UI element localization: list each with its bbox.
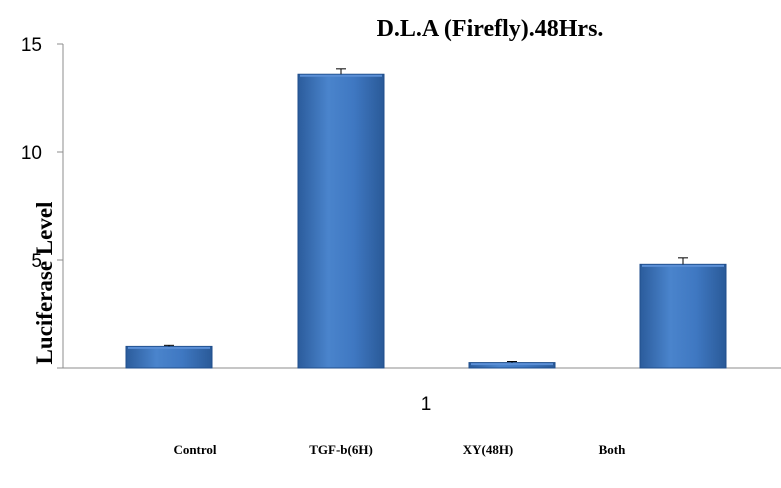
y-axis-label: Luciferase Level	[32, 202, 57, 365]
category-labels: Control TGF-b(6H) XY(48H) Both	[173, 442, 626, 457]
y-tick-label: 15	[21, 35, 42, 56]
chart-title: D.L.A (Firefly).48Hrs.	[377, 16, 604, 42]
y-tick-label: 10	[21, 143, 42, 164]
x-tick-label: 1	[421, 394, 432, 415]
error-bars	[164, 68, 688, 363]
y-tick-label: 5	[31, 251, 42, 272]
bar	[297, 73, 385, 369]
bars	[125, 73, 727, 369]
category-label: Control	[173, 442, 216, 457]
category-label: XY(48H)	[463, 442, 514, 457]
category-label: Both	[599, 442, 627, 457]
category-label: TGF-b(6H)	[309, 442, 373, 457]
bar	[125, 345, 213, 369]
bar	[639, 263, 727, 369]
